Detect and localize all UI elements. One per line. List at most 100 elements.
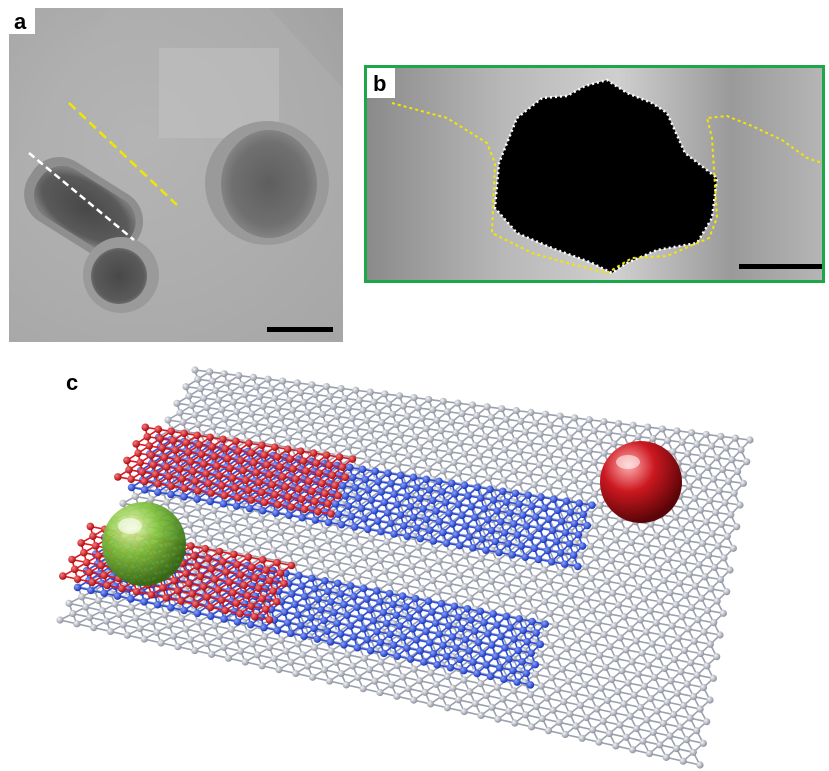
lattice-atom bbox=[572, 722, 580, 730]
lattice-atom bbox=[381, 567, 389, 576]
lattice-atom bbox=[535, 461, 544, 469]
lattice-atom bbox=[704, 463, 712, 472]
lattice-atom bbox=[521, 428, 529, 436]
lattice-atom bbox=[214, 396, 223, 404]
lattice-atom bbox=[265, 643, 273, 652]
lattice-atom bbox=[556, 412, 564, 420]
lattice-atom bbox=[691, 582, 699, 590]
lattice-atom bbox=[186, 521, 194, 529]
lattice-atom bbox=[252, 383, 261, 391]
lattice-atom bbox=[371, 677, 379, 685]
lattice-atom bbox=[310, 643, 319, 652]
lattice-atom bbox=[371, 437, 379, 445]
lattice-atom bbox=[324, 537, 332, 545]
lattice-atom bbox=[432, 680, 440, 688]
lattice-atom bbox=[658, 544, 666, 552]
lattice-atom bbox=[654, 565, 662, 573]
lattice-atom bbox=[565, 465, 574, 473]
lattice-atom bbox=[616, 721, 624, 729]
lattice-atom bbox=[683, 680, 691, 688]
lattice-atom bbox=[584, 627, 592, 636]
lattice-atom bbox=[299, 651, 307, 659]
lattice-atom bbox=[632, 724, 641, 733]
lattice-atom bbox=[233, 408, 241, 416]
lattice-atom bbox=[425, 395, 433, 404]
lattice-atom bbox=[322, 566, 330, 574]
lattice-atom bbox=[244, 629, 252, 637]
lattice-atom bbox=[176, 409, 184, 417]
lattice-atom bbox=[315, 654, 323, 663]
lattice-atom bbox=[607, 557, 616, 565]
lattice-atom bbox=[485, 474, 493, 482]
lattice-atom bbox=[409, 462, 417, 470]
lattice-atom bbox=[596, 533, 605, 541]
lattice-atom bbox=[456, 439, 464, 447]
lattice-atom bbox=[222, 537, 230, 545]
lattice-atom bbox=[431, 446, 439, 454]
lattice-atom bbox=[202, 524, 210, 532]
lattice-atom bbox=[440, 568, 448, 576]
lattice-atom bbox=[595, 738, 603, 746]
lattice-atom bbox=[652, 619, 660, 627]
lattice-atom bbox=[676, 579, 684, 587]
lattice-atom bbox=[510, 687, 518, 695]
lattice-atom bbox=[649, 728, 657, 736]
lattice-atom bbox=[614, 419, 623, 428]
lattice-atom bbox=[572, 572, 580, 580]
lattice-atom bbox=[376, 556, 385, 565]
lattice-atom bbox=[658, 425, 666, 433]
lattice-atom bbox=[392, 420, 401, 429]
lattice-atom bbox=[470, 471, 478, 480]
lattice-atom bbox=[306, 563, 314, 571]
lattice-atom bbox=[211, 387, 220, 395]
lattice-atom bbox=[200, 394, 208, 402]
lattice-atom bbox=[182, 383, 190, 391]
lattice-atom bbox=[94, 596, 103, 605]
lattice-atom bbox=[511, 437, 519, 445]
lattice-atom bbox=[582, 563, 590, 571]
lattice-atom bbox=[226, 509, 234, 517]
lattice-atom bbox=[696, 649, 705, 658]
lattice-atom bbox=[620, 613, 628, 621]
lattice-atom bbox=[377, 658, 385, 666]
lattice-atom bbox=[235, 371, 243, 380]
lattice-atom bbox=[345, 443, 353, 451]
lattice-atom bbox=[403, 551, 411, 560]
lattice-atom bbox=[378, 418, 386, 427]
lattice-atom bbox=[501, 446, 509, 454]
lattice-atom bbox=[427, 669, 435, 677]
lattice-atom bbox=[525, 595, 533, 603]
lattice-atom bbox=[447, 418, 456, 426]
lattice-atom bbox=[403, 412, 411, 420]
lattice-atom bbox=[580, 467, 588, 475]
lattice-atom bbox=[402, 581, 410, 590]
lattice-atom bbox=[680, 471, 688, 479]
lattice-atom bbox=[676, 723, 684, 731]
lattice-atom bbox=[498, 569, 506, 577]
lattice-atom bbox=[570, 445, 579, 453]
lattice-atom bbox=[332, 658, 340, 666]
lattice-atom bbox=[622, 646, 630, 654]
lattice-atom bbox=[576, 701, 584, 709]
panel-c-label: c bbox=[66, 370, 79, 395]
lattice-atom bbox=[498, 405, 506, 413]
lattice-atom bbox=[530, 574, 538, 583]
lattice-atom bbox=[575, 488, 584, 496]
lattice-atom bbox=[681, 504, 689, 512]
lattice-atom bbox=[364, 455, 372, 464]
lattice-atom bbox=[355, 396, 363, 404]
lattice-atom bbox=[551, 589, 559, 597]
lattice-atom bbox=[626, 625, 634, 633]
lattice-atom bbox=[229, 398, 238, 406]
lattice-atom bbox=[281, 539, 289, 547]
lattice-atom bbox=[683, 537, 691, 545]
lattice-atom bbox=[616, 634, 624, 642]
lattice-atom bbox=[517, 417, 525, 425]
lattice-atom bbox=[296, 426, 304, 434]
lattice-atom bbox=[387, 548, 396, 557]
lattice-atom bbox=[561, 580, 569, 588]
lattice-atom bbox=[576, 551, 584, 559]
lattice-atom bbox=[709, 475, 718, 483]
lattice-atom bbox=[623, 559, 631, 567]
lattice-atom bbox=[482, 597, 490, 605]
